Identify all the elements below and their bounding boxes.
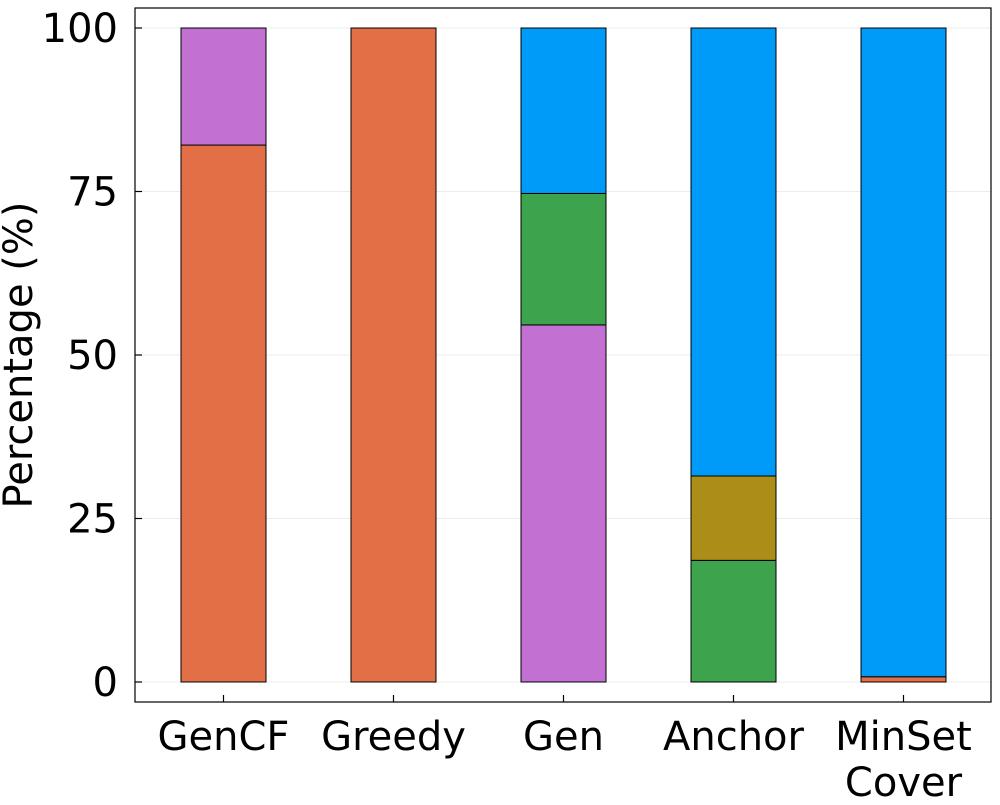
- bar-segment-blue: [520, 27, 607, 194]
- x-tick-label: MinSet Cover: [835, 714, 972, 800]
- x-tick-label: Greedy: [321, 714, 466, 760]
- bar-segment-gold: [690, 475, 777, 561]
- bar-layer: [180, 27, 947, 683]
- bar-segment-orange: [180, 144, 267, 683]
- x-tick-label: Anchor: [663, 714, 805, 760]
- y-tick-label: 0: [93, 660, 118, 706]
- x-tick-label: Gen: [523, 714, 604, 760]
- x-tick-label: GenCF: [158, 714, 290, 760]
- y-tick-label: 50: [67, 333, 118, 379]
- bar-segment-purple: [180, 27, 267, 146]
- bar-segment-purple: [520, 324, 607, 683]
- bar-segment-orange: [350, 27, 437, 683]
- label-layer: 0 25 50 75 100 GenCF Greedy Gen Anchor MinSet Cove…: [42, 6, 972, 805]
- bar-segment-blue: [860, 27, 947, 678]
- bar-segment-blue: [690, 27, 777, 477]
- y-tick-label: 25: [67, 497, 118, 543]
- tick-layer: [135, 27, 905, 702]
- bar-segment-orange: [860, 676, 947, 683]
- bar-segment-green: [520, 192, 607, 326]
- y-tick-label: 100: [42, 6, 118, 52]
- bar-segment-green: [690, 559, 777, 683]
- y-axis-label: Percentage (%): [0, 202, 42, 509]
- y-tick-label: 75: [67, 170, 118, 216]
